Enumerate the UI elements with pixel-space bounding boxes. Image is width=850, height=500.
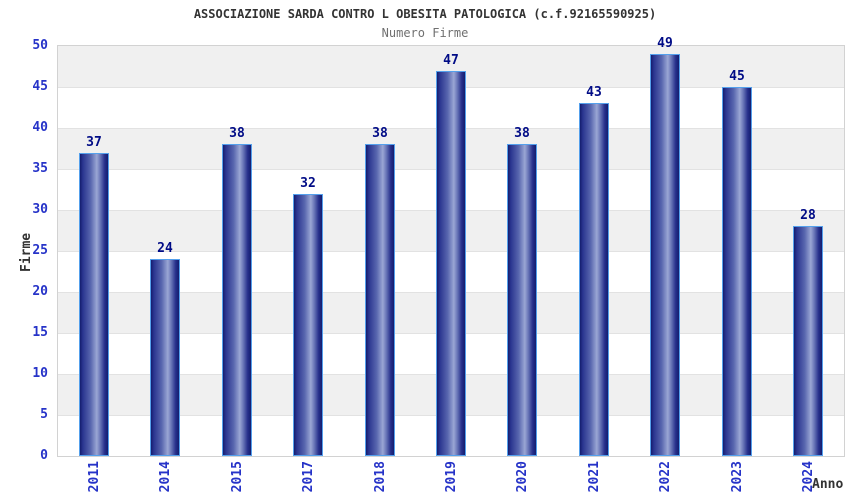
y-tick-35: 35 bbox=[32, 161, 48, 176]
x-tick-2023: 2023 bbox=[727, 461, 747, 499]
bar-2018 bbox=[365, 144, 395, 456]
y-tick-15: 15 bbox=[32, 325, 48, 340]
x-tick-2017: 2017 bbox=[298, 461, 318, 499]
x-tick-label: 2017 bbox=[300, 461, 316, 493]
x-tick-2014: 2014 bbox=[155, 461, 175, 499]
value-label-2011: 37 bbox=[86, 135, 102, 150]
bar-2024 bbox=[793, 226, 823, 456]
bar-2011 bbox=[79, 153, 109, 456]
plot-area: 37 24 38 32 38 47 38 43 49 45 28 bbox=[57, 36, 845, 457]
x-tick-label: 2011 bbox=[86, 461, 102, 493]
y-tick-40: 40 bbox=[32, 120, 48, 135]
y-tick-20: 20 bbox=[32, 284, 48, 299]
bar-2017 bbox=[293, 194, 323, 456]
x-tick-2022: 2022 bbox=[655, 461, 675, 499]
value-label-2015: 38 bbox=[229, 126, 245, 141]
value-label-2014: 24 bbox=[157, 241, 173, 256]
bar-2023 bbox=[722, 87, 752, 456]
x-tick-label: 2015 bbox=[229, 461, 245, 493]
value-label-2021: 43 bbox=[586, 85, 602, 100]
value-label-2020: 38 bbox=[514, 126, 530, 141]
x-tick-2019: 2019 bbox=[441, 461, 461, 499]
y-tick-0: 0 bbox=[40, 448, 48, 463]
y-tick-50: 50 bbox=[32, 38, 48, 53]
y-tick-30: 30 bbox=[32, 202, 48, 217]
bar-2020 bbox=[507, 144, 537, 456]
value-label-2018: 38 bbox=[372, 126, 388, 141]
x-tick-label: 2024 bbox=[800, 461, 816, 493]
x-tick-label: 2020 bbox=[514, 461, 530, 493]
y-tick-45: 45 bbox=[32, 79, 48, 94]
value-label-2024: 28 bbox=[800, 208, 816, 223]
bar-2015 bbox=[222, 144, 252, 456]
chart-subtitle: Numero Firme bbox=[381, 26, 469, 40]
y-tick-5: 5 bbox=[40, 407, 48, 422]
x-tick-2018: 2018 bbox=[370, 461, 390, 499]
x-tick-label: 2019 bbox=[443, 461, 459, 493]
y-tick-25: 25 bbox=[32, 243, 48, 258]
value-label-2023: 45 bbox=[729, 69, 745, 84]
value-label-2022: 49 bbox=[657, 36, 673, 51]
x-tick-label: 2022 bbox=[657, 461, 673, 493]
x-tick-label: 2023 bbox=[729, 461, 745, 493]
x-tick-2011: 2011 bbox=[84, 461, 104, 499]
y-tick-10: 10 bbox=[32, 366, 48, 381]
x-tick-label: 2021 bbox=[586, 461, 602, 493]
x-tick-label: 2018 bbox=[372, 461, 388, 493]
x-tick-label: 2014 bbox=[157, 461, 173, 493]
x-tick-2021: 2021 bbox=[584, 461, 604, 499]
bar-2014 bbox=[150, 259, 180, 456]
bar-2022 bbox=[650, 54, 680, 456]
x-axis-title: Anno bbox=[812, 477, 844, 492]
bar-2021 bbox=[579, 103, 609, 456]
value-label-2017: 32 bbox=[300, 176, 316, 191]
x-tick-2020: 2020 bbox=[512, 461, 532, 499]
value-label-2019: 47 bbox=[443, 53, 459, 68]
chart-title: ASSOCIAZIONE SARDA CONTRO L OBESITA PATO… bbox=[193, 7, 657, 21]
x-tick-2015: 2015 bbox=[227, 461, 247, 499]
x-tick-2024: 2024 bbox=[798, 461, 818, 499]
bar-2019 bbox=[436, 71, 466, 456]
